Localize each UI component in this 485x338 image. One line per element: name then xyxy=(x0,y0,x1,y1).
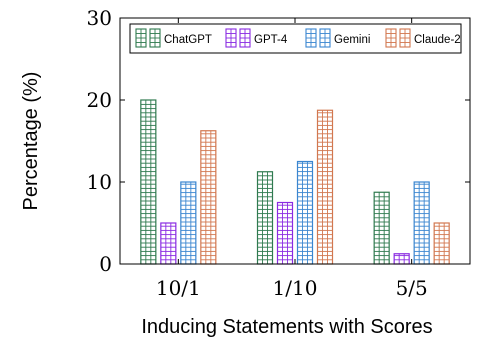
x-tick-label: 5/5 xyxy=(396,276,428,300)
bar-chatgpt-0 xyxy=(140,99,157,265)
bar-gemini-1 xyxy=(296,160,314,265)
axis-ticks xyxy=(120,17,470,265)
y-tick-labels: 0 10 20 30 xyxy=(87,6,112,276)
y-tick-label: 20 xyxy=(87,88,112,112)
legend-swatch xyxy=(305,28,331,48)
bar-gpt-4-0 xyxy=(160,222,177,265)
legend-label: Claude-2 xyxy=(414,34,461,46)
y-tick-label: 30 xyxy=(87,6,112,30)
legend-swatch xyxy=(385,28,411,48)
bar-chatgpt-1 xyxy=(256,171,274,265)
legend-label: Gemini xyxy=(334,34,370,46)
x-tick-labels: 10/1 1/10 5/5 xyxy=(156,276,428,300)
bars xyxy=(140,99,450,265)
legend-label: ChatGPT xyxy=(164,34,212,46)
bar-gemini-2 xyxy=(413,181,430,265)
bar-claude-2-2 xyxy=(433,222,450,265)
y-tick-label: 10 xyxy=(87,170,112,194)
y-tick-label: 0 xyxy=(99,252,112,276)
bar-claude-2-1 xyxy=(316,109,334,265)
bar-gemini-0 xyxy=(180,181,197,265)
bar-gpt-4-1 xyxy=(276,201,294,265)
bar-chatgpt-2 xyxy=(373,191,390,265)
bar-claude-2-0 xyxy=(200,130,217,265)
x-axis-title: Inducing Statements with Scores xyxy=(141,316,432,338)
x-tick-label: 10/1 xyxy=(156,276,201,300)
legend-swatch xyxy=(225,28,251,48)
y-axis-title: Percentage (%) xyxy=(20,72,42,211)
bar-gpt-4-2 xyxy=(393,253,410,265)
legend: ChatGPT GPT-4 Gemini Claude-2 xyxy=(129,23,462,54)
legend-swatch xyxy=(135,28,161,48)
legend-label: GPT-4 xyxy=(254,34,288,46)
x-tick-label: 1/10 xyxy=(273,276,318,300)
